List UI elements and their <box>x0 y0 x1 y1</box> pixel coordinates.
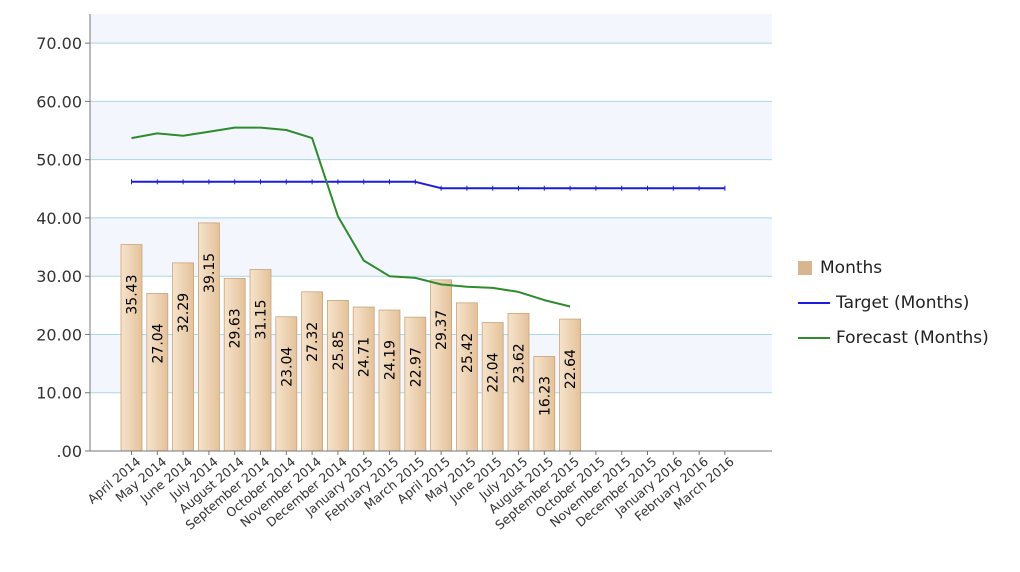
forecast-line <box>131 126 571 308</box>
y-tick-label: 30.00 <box>36 267 82 286</box>
bar <box>326 299 349 452</box>
bar-data-label: 39.15 <box>202 253 218 293</box>
bar-data-label: 23.62 <box>512 343 528 383</box>
bar-data-label: 23.04 <box>279 347 295 387</box>
bar-data-label: 22.97 <box>408 347 424 387</box>
bar <box>430 279 453 452</box>
bar-data-label: 27.32 <box>305 322 321 362</box>
y-tick-label: 60.00 <box>36 92 82 111</box>
legend-swatch-target <box>798 301 830 304</box>
bar-data-label: 25.42 <box>460 333 476 373</box>
bar-data-label: 22.04 <box>486 352 502 392</box>
bar-series-months <box>120 222 581 452</box>
plot-band <box>90 101 772 160</box>
bar-data-label: 24.19 <box>383 340 399 380</box>
axes <box>89 14 772 452</box>
legend: Months Target (Months) Forecast (Months) <box>798 250 989 355</box>
legend-swatch-forecast <box>798 336 830 339</box>
bar-data-label: 22.64 <box>563 349 579 389</box>
legend-label-forecast: Forecast (Months) <box>836 327 989 348</box>
bar <box>352 306 375 452</box>
bar <box>146 293 169 452</box>
bar-data-labels: 35.43 27.04 32.29 39.15 29.63 31.15 23.04 27.32… <box>125 253 580 416</box>
y-tick-label: .00 <box>57 442 82 461</box>
bar-data-label: 29.63 <box>228 308 244 348</box>
bar <box>455 302 478 452</box>
plot-band <box>90 14 772 44</box>
plot-background-bands <box>90 14 772 393</box>
bar-data-label: 16.23 <box>537 376 553 416</box>
bar <box>223 277 246 452</box>
bar-data-label: 35.43 <box>125 275 141 315</box>
y-tick-label: 50.00 <box>36 151 82 170</box>
y-tick-label: 10.00 <box>36 384 82 403</box>
bar <box>249 269 272 452</box>
bar <box>172 262 195 452</box>
y-tick-label: 20.00 <box>36 325 82 344</box>
bar-data-label: 25.85 <box>331 330 347 370</box>
legend-label-months: Months <box>820 257 883 278</box>
legend-item-months: Months <box>798 250 989 285</box>
bar-data-label: 24.71 <box>357 337 373 377</box>
y-axis-ticks: .00 10.00 20.00 30.00 40.00 50.00 60.00 70.00 <box>36 34 90 461</box>
legend-swatch-months <box>798 260 812 275</box>
bar-data-label: 31.15 <box>254 299 270 339</box>
bar-data-label: 27.04 <box>150 323 166 363</box>
target-line <box>131 180 725 190</box>
y-tick-label: 70.00 <box>36 34 82 53</box>
legend-label-target: Target (Months) <box>836 292 970 313</box>
bar-data-label: 32.29 <box>176 293 192 333</box>
y-tick-label: 40.00 <box>36 209 82 228</box>
bar <box>301 291 324 452</box>
legend-item-target: Target (Months) <box>798 285 989 320</box>
bar-data-label: 29.37 <box>434 310 450 350</box>
line-series <box>131 126 726 308</box>
legend-item-forecast: Forecast (Months) <box>798 320 989 355</box>
